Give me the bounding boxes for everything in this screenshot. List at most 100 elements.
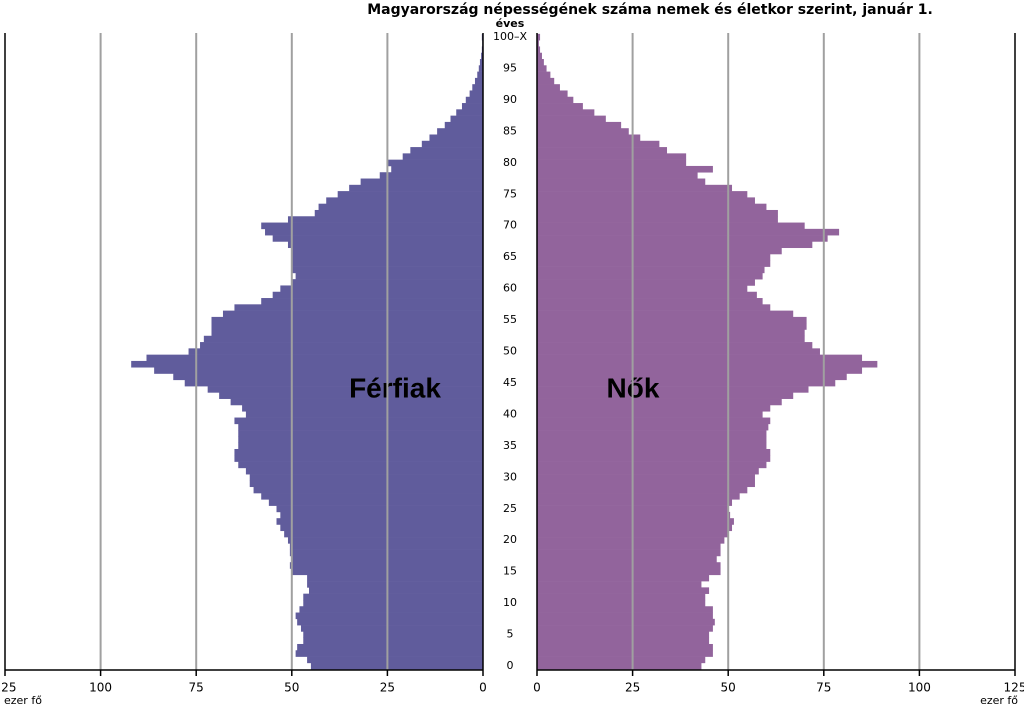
bar bbox=[537, 354, 863, 362]
bar bbox=[318, 203, 483, 211]
bar bbox=[472, 84, 483, 91]
bar bbox=[537, 279, 755, 286]
bar bbox=[450, 115, 483, 123]
y-tick-label: 40 bbox=[503, 407, 517, 420]
bar bbox=[537, 342, 813, 349]
bar bbox=[537, 260, 771, 267]
bar bbox=[537, 304, 771, 311]
bar bbox=[211, 316, 483, 324]
bar bbox=[295, 272, 483, 280]
bar bbox=[537, 310, 794, 318]
legend-label: Férfiak bbox=[349, 372, 441, 403]
bar bbox=[287, 241, 483, 249]
bar bbox=[537, 379, 836, 387]
bar bbox=[309, 587, 483, 594]
bar bbox=[238, 430, 483, 437]
bar bbox=[222, 310, 483, 318]
y-tick-label: 50 bbox=[503, 345, 517, 358]
bar bbox=[461, 103, 483, 110]
bar bbox=[537, 222, 805, 230]
bar bbox=[481, 52, 483, 60]
bar bbox=[537, 46, 541, 54]
bar bbox=[303, 593, 483, 601]
x-tick-label: 25 bbox=[625, 681, 640, 695]
bar bbox=[537, 549, 721, 557]
bar bbox=[272, 235, 483, 242]
bar bbox=[537, 656, 706, 664]
bar bbox=[272, 291, 483, 299]
bar bbox=[537, 203, 767, 211]
bar bbox=[188, 348, 483, 355]
bar bbox=[245, 467, 483, 475]
bar bbox=[265, 228, 483, 236]
bar bbox=[537, 587, 710, 594]
bar bbox=[537, 499, 733, 506]
bar bbox=[537, 348, 820, 355]
bar bbox=[537, 191, 748, 198]
bar bbox=[537, 367, 863, 374]
bar bbox=[537, 109, 595, 116]
bar bbox=[537, 467, 759, 475]
bar bbox=[537, 430, 767, 437]
y-tick-label: 20 bbox=[503, 533, 517, 546]
bar bbox=[537, 128, 629, 135]
bar bbox=[261, 222, 483, 230]
y-axis-label: éves bbox=[496, 17, 525, 30]
bar bbox=[456, 109, 483, 116]
bar bbox=[537, 423, 769, 431]
bar bbox=[537, 581, 702, 588]
bar bbox=[276, 505, 483, 513]
bar bbox=[173, 373, 484, 381]
y-tick-label: 35 bbox=[503, 439, 517, 452]
bar bbox=[287, 537, 483, 544]
x-tick-label: 0 bbox=[533, 681, 541, 695]
bar bbox=[537, 33, 541, 41]
x-tick-label: 0 bbox=[479, 681, 487, 695]
bar bbox=[268, 499, 483, 506]
bar bbox=[238, 461, 483, 469]
bar bbox=[537, 121, 622, 129]
bar bbox=[537, 373, 847, 381]
bar bbox=[537, 612, 713, 620]
bar bbox=[537, 461, 767, 469]
bar bbox=[303, 599, 483, 607]
x-axis-label: ezer fő bbox=[980, 694, 1018, 707]
bar bbox=[307, 581, 483, 588]
bar bbox=[537, 518, 734, 525]
bar bbox=[537, 59, 544, 66]
bar bbox=[537, 266, 765, 274]
bar bbox=[303, 637, 483, 645]
y-tick-label: 65 bbox=[503, 250, 517, 263]
bar bbox=[537, 71, 551, 79]
y-tick-label: 60 bbox=[503, 282, 517, 295]
bar bbox=[261, 493, 483, 500]
bar bbox=[537, 386, 809, 393]
x-tick-label: 125 bbox=[1004, 681, 1024, 695]
bar bbox=[261, 298, 483, 305]
bar bbox=[297, 643, 483, 651]
bar bbox=[537, 398, 782, 406]
bar bbox=[537, 568, 721, 576]
bar bbox=[219, 392, 484, 399]
bar bbox=[238, 423, 483, 431]
bar bbox=[537, 165, 713, 173]
y-tick-label: 45 bbox=[503, 376, 517, 389]
bar bbox=[230, 398, 483, 406]
bar bbox=[537, 147, 668, 154]
bar bbox=[444, 121, 483, 129]
bar bbox=[537, 662, 702, 670]
x-tick-label: 125 bbox=[0, 681, 16, 695]
bar bbox=[537, 392, 794, 399]
bar bbox=[537, 241, 813, 249]
bar bbox=[537, 291, 757, 299]
bar bbox=[295, 650, 483, 657]
bar bbox=[537, 360, 878, 368]
bar bbox=[537, 486, 748, 494]
bar bbox=[537, 404, 771, 412]
bar bbox=[184, 379, 483, 387]
bar bbox=[238, 436, 483, 444]
chart-title: Magyarország népességének száma nemek és… bbox=[367, 2, 933, 18]
bar bbox=[238, 442, 483, 450]
bar bbox=[537, 411, 763, 418]
bar bbox=[469, 90, 483, 98]
